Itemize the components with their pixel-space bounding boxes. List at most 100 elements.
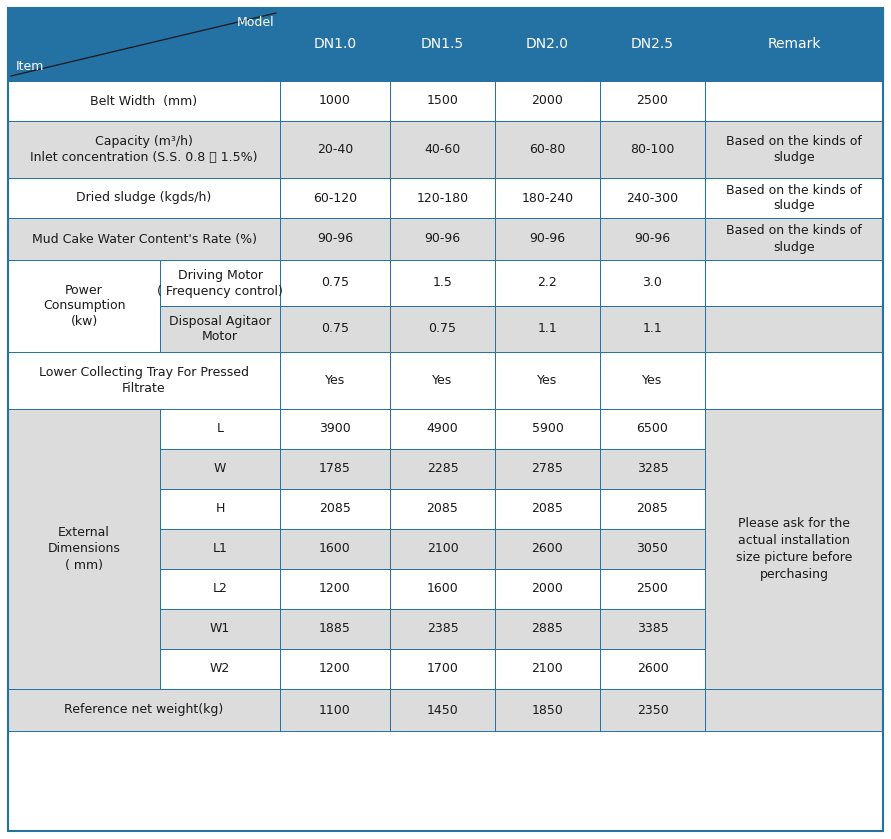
Text: Yes: Yes [642,374,663,387]
Bar [160,529,280,569]
Text: 3385: 3385 [637,623,668,635]
Text: DN1.5: DN1.5 [421,38,464,51]
Bar [280,306,390,352]
Bar [495,609,600,649]
Bar [705,352,883,409]
Text: 2885: 2885 [532,623,563,635]
Bar [280,218,390,260]
Text: 3050: 3050 [636,543,668,555]
Text: 2085: 2085 [532,503,563,515]
Bar [390,489,495,529]
Text: L1: L1 [213,543,227,555]
Bar [600,260,705,306]
Bar [390,81,495,121]
Bar [600,8,705,81]
Text: W2: W2 [210,663,230,675]
Text: 90-96: 90-96 [634,232,671,246]
Text: 4900: 4900 [427,423,458,435]
Text: 1450: 1450 [427,703,458,717]
Bar [390,409,495,449]
Text: DN2.0: DN2.0 [526,38,569,51]
Text: 2500: 2500 [636,95,668,107]
Bar [160,306,280,352]
Text: 2500: 2500 [636,582,668,596]
Bar [495,178,600,218]
Bar [160,489,280,529]
Text: 1200: 1200 [319,582,351,596]
Text: 2100: 2100 [532,663,563,675]
Bar [495,689,600,731]
Text: 90-96: 90-96 [529,232,566,246]
Bar [705,260,883,306]
Bar [8,121,280,178]
Bar [8,178,280,218]
Bar [390,8,495,81]
Bar [8,81,280,121]
Text: 60-120: 60-120 [313,191,357,205]
Text: 20-40: 20-40 [317,143,353,156]
Bar [280,489,390,529]
Text: 2085: 2085 [427,503,459,515]
Text: 180-240: 180-240 [521,191,574,205]
Text: 240-300: 240-300 [626,191,679,205]
Text: 1885: 1885 [319,623,351,635]
Bar [600,306,705,352]
Bar [600,609,705,649]
Text: Mud Cake Water Content's Rate (%): Mud Cake Water Content's Rate (%) [31,232,257,246]
Bar [495,218,600,260]
Text: 0.75: 0.75 [321,277,349,289]
Bar [705,178,883,218]
Text: 2785: 2785 [532,462,563,476]
Text: 2600: 2600 [532,543,563,555]
Text: 1.5: 1.5 [432,277,453,289]
Text: Model: Model [236,15,274,29]
Bar [600,121,705,178]
Bar [280,529,390,569]
Text: 6500: 6500 [636,423,668,435]
Text: 1700: 1700 [427,663,459,675]
Bar [280,8,390,81]
Text: 60-80: 60-80 [529,143,566,156]
Text: 2000: 2000 [532,582,563,596]
Text: 90-96: 90-96 [317,232,353,246]
Bar [390,569,495,609]
Text: Yes: Yes [432,374,453,387]
Bar [390,649,495,689]
Text: H: H [216,503,225,515]
Bar [705,409,883,689]
Text: 1600: 1600 [427,582,458,596]
Bar [495,121,600,178]
Bar [280,689,390,731]
Text: L2: L2 [213,582,227,596]
Text: Disposal Agitaor
Motor: Disposal Agitaor Motor [169,315,271,343]
Bar [600,218,705,260]
Bar [495,352,600,409]
Bar [495,649,600,689]
Text: 1100: 1100 [319,703,351,717]
Text: 3.0: 3.0 [642,277,662,289]
Bar [280,121,390,178]
Bar [495,409,600,449]
Text: 1200: 1200 [319,663,351,675]
Bar [160,609,280,649]
Text: 1600: 1600 [319,543,351,555]
Bar [280,178,390,218]
Text: Yes: Yes [537,374,558,387]
Bar [705,218,883,260]
Bar [390,260,495,306]
Text: Item: Item [16,60,45,74]
Bar [280,449,390,489]
Text: 5900: 5900 [532,423,563,435]
Text: 2285: 2285 [427,462,458,476]
Text: 40-60: 40-60 [424,143,461,156]
Bar [495,449,600,489]
Bar [705,81,883,121]
Text: Based on the kinds of
sludge: Based on the kinds of sludge [726,135,862,164]
Text: Capacity (m³/h)
Inlet concentration (S.S. 0.8 ～ 1.5%): Capacity (m³/h) Inlet concentration (S.S… [30,135,257,164]
Bar [495,81,600,121]
Bar [600,489,705,529]
Text: 3900: 3900 [319,423,351,435]
Bar [280,569,390,609]
Text: 1850: 1850 [532,703,563,717]
Bar [495,569,600,609]
